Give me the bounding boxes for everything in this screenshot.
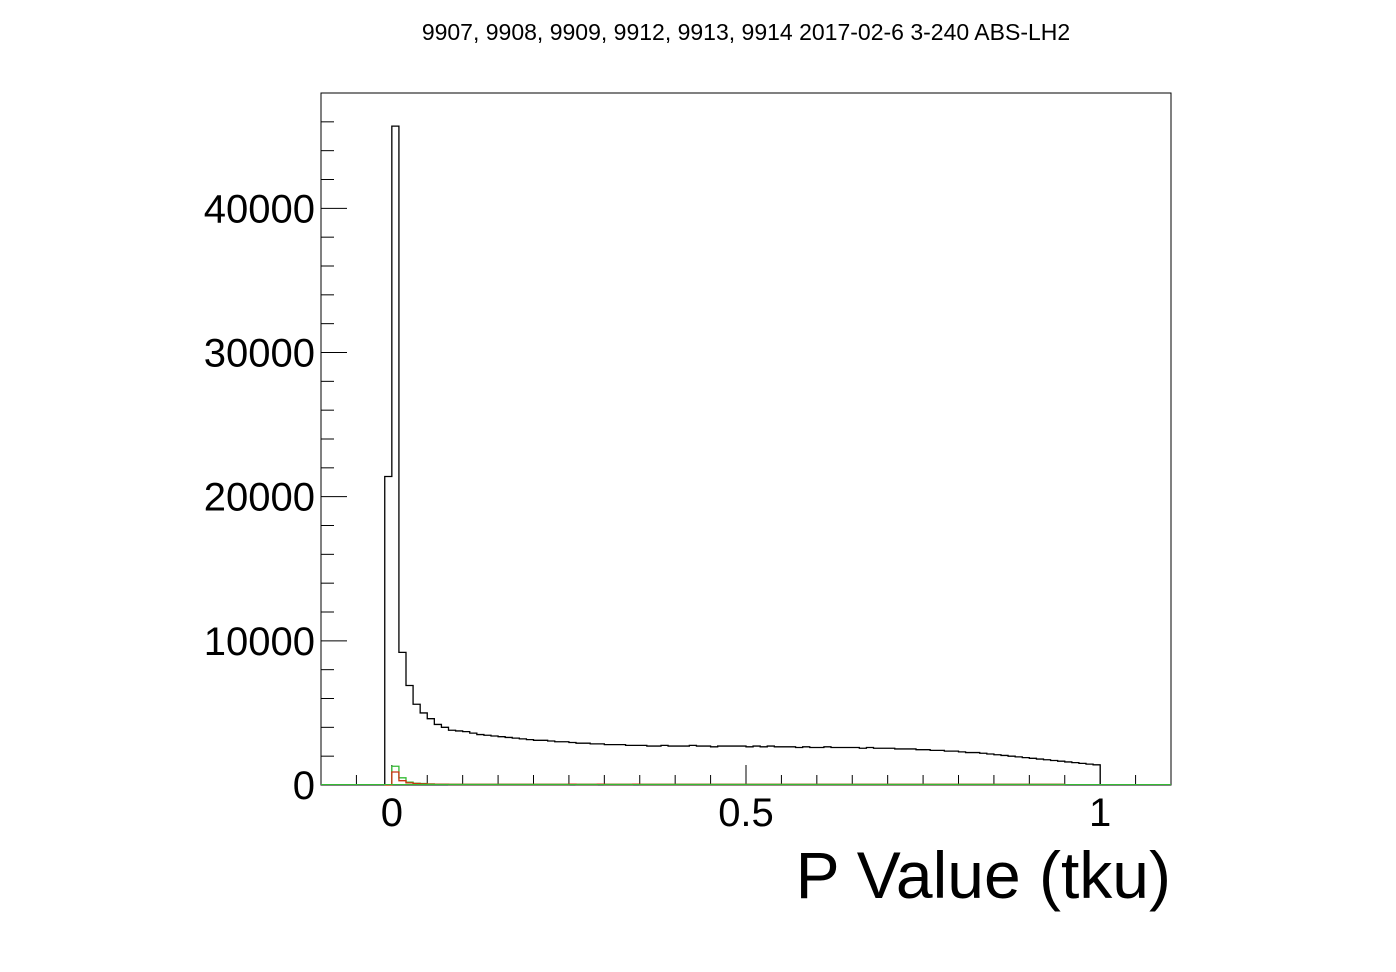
x-tick-label: 0 [381,791,403,835]
x-tick-label: 1 [1089,791,1111,835]
histogram-series [384,771,1066,786]
y-tick-label: 20000 [204,476,315,520]
histogram-series [384,125,1101,785]
chart-title: 9907, 9908, 9909, 9912, 9913, 9914 2017-… [422,19,1070,45]
tick-labels: 0 10000 20000 30000 40000 0 0.5 1 [204,187,1112,835]
histogram-series [384,765,1066,786]
plot-frame [320,92,1172,786]
y-tick-label: 40000 [204,187,315,231]
tick-marks [320,92,1172,786]
series-layer [321,125,1171,786]
y-tick-label: 0 [293,764,315,808]
x-tick-label: 0.5 [718,791,774,835]
x-axis-title: P Value (tku) [796,838,1171,912]
y-tick-label: 30000 [204,332,315,376]
y-tick-label: 10000 [204,620,315,664]
